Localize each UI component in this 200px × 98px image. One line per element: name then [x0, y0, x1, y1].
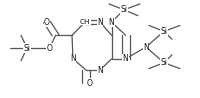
Text: O: O [47, 44, 53, 53]
Text: Si: Si [160, 58, 168, 67]
Text: O: O [44, 18, 50, 27]
Text: N: N [143, 43, 149, 52]
Text: Si: Si [120, 5, 128, 14]
Text: N: N [123, 54, 128, 63]
Text: N: N [97, 66, 103, 75]
Text: N: N [70, 54, 76, 63]
Text: CH: CH [80, 19, 90, 25]
Text: Si: Si [24, 44, 30, 53]
Text: O: O [87, 79, 93, 88]
Text: N: N [97, 18, 103, 27]
Text: Si: Si [160, 27, 168, 36]
Text: N: N [109, 18, 114, 27]
